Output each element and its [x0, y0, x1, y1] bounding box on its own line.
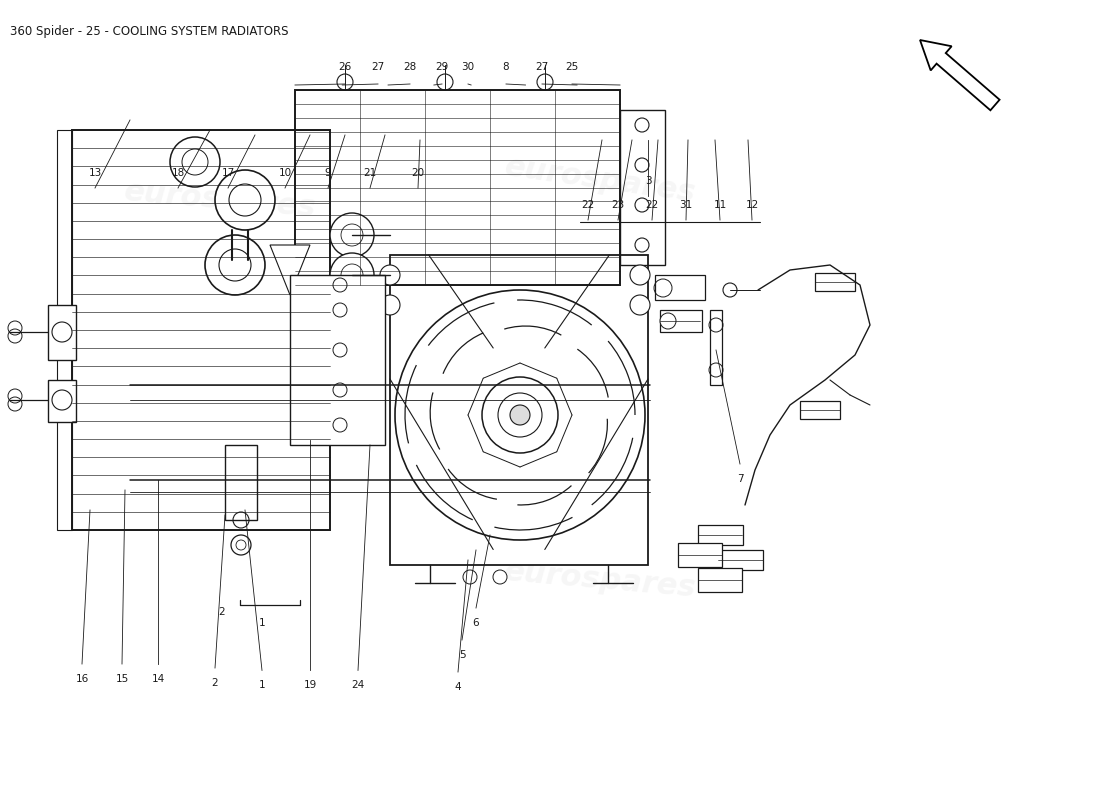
Text: 3: 3	[645, 176, 651, 186]
Text: 14: 14	[152, 674, 165, 684]
FancyArrow shape	[920, 40, 1000, 110]
Circle shape	[379, 295, 400, 315]
Circle shape	[723, 283, 737, 297]
Text: 1: 1	[258, 680, 265, 690]
Text: 6: 6	[473, 618, 480, 628]
Bar	[226, 445, 257, 520]
Text: 27: 27	[372, 62, 385, 72]
Bar	[57, 130, 72, 530]
Circle shape	[170, 137, 220, 187]
Circle shape	[330, 253, 374, 297]
Text: 4: 4	[454, 682, 461, 692]
Bar	[710, 310, 722, 385]
Circle shape	[498, 393, 542, 437]
Text: 25: 25	[565, 62, 579, 72]
Bar	[48, 380, 76, 422]
Text: 23: 23	[612, 200, 625, 210]
Text: 20: 20	[411, 168, 425, 178]
Text: 9: 9	[324, 168, 331, 178]
Circle shape	[333, 278, 346, 292]
Text: 30: 30	[461, 62, 474, 72]
Polygon shape	[270, 245, 310, 295]
Bar	[660, 310, 702, 332]
Bar	[717, 550, 762, 570]
Text: 26: 26	[339, 62, 352, 72]
Circle shape	[333, 343, 346, 357]
Text: 11: 11	[714, 200, 727, 210]
Text: eurospares: eurospares	[123, 177, 317, 223]
Text: 2: 2	[211, 678, 218, 688]
Text: 13: 13	[88, 168, 101, 178]
Text: 31: 31	[680, 200, 693, 210]
Text: 16: 16	[76, 674, 89, 684]
Text: 5: 5	[459, 650, 465, 660]
Circle shape	[379, 265, 400, 285]
Text: 19: 19	[304, 680, 317, 690]
Text: 360 Spider - 25 - COOLING SYSTEM RADIATORS: 360 Spider - 25 - COOLING SYSTEM RADIATO…	[10, 25, 288, 38]
Bar	[698, 568, 742, 592]
Text: 17: 17	[221, 168, 234, 178]
Text: 2: 2	[219, 607, 225, 617]
Circle shape	[205, 235, 265, 295]
Circle shape	[482, 377, 558, 453]
Text: 22: 22	[646, 200, 659, 210]
Text: eurospares: eurospares	[503, 152, 697, 208]
Bar	[290, 275, 385, 445]
Bar	[620, 110, 666, 265]
Bar	[678, 543, 722, 567]
Text: 22: 22	[582, 200, 595, 210]
Text: 12: 12	[746, 200, 759, 210]
Text: 15: 15	[116, 674, 129, 684]
Text: 7: 7	[737, 474, 744, 484]
Circle shape	[52, 390, 72, 410]
Text: 24: 24	[351, 680, 364, 690]
Circle shape	[630, 265, 650, 285]
Bar	[815, 273, 855, 291]
Circle shape	[214, 170, 275, 230]
Bar	[800, 401, 840, 419]
Circle shape	[231, 535, 251, 555]
Text: 10: 10	[278, 168, 292, 178]
Circle shape	[510, 405, 530, 425]
Circle shape	[463, 570, 477, 584]
Circle shape	[493, 570, 507, 584]
Bar	[48, 305, 76, 360]
Circle shape	[333, 383, 346, 397]
Bar	[697, 525, 742, 545]
Circle shape	[333, 303, 346, 317]
Bar	[295, 90, 620, 285]
Bar	[390, 255, 648, 565]
Text: 18: 18	[172, 168, 185, 178]
Bar	[72, 130, 330, 530]
Circle shape	[333, 418, 346, 432]
Text: 21: 21	[363, 168, 376, 178]
Text: 28: 28	[404, 62, 417, 72]
Circle shape	[660, 313, 676, 329]
Circle shape	[52, 322, 72, 342]
Circle shape	[330, 213, 374, 257]
Circle shape	[630, 295, 650, 315]
Text: 29: 29	[436, 62, 449, 72]
Text: eurospares: eurospares	[503, 557, 697, 603]
Text: 1: 1	[258, 618, 265, 628]
Bar	[654, 275, 705, 300]
Text: 8: 8	[503, 62, 509, 72]
Text: 27: 27	[536, 62, 549, 72]
